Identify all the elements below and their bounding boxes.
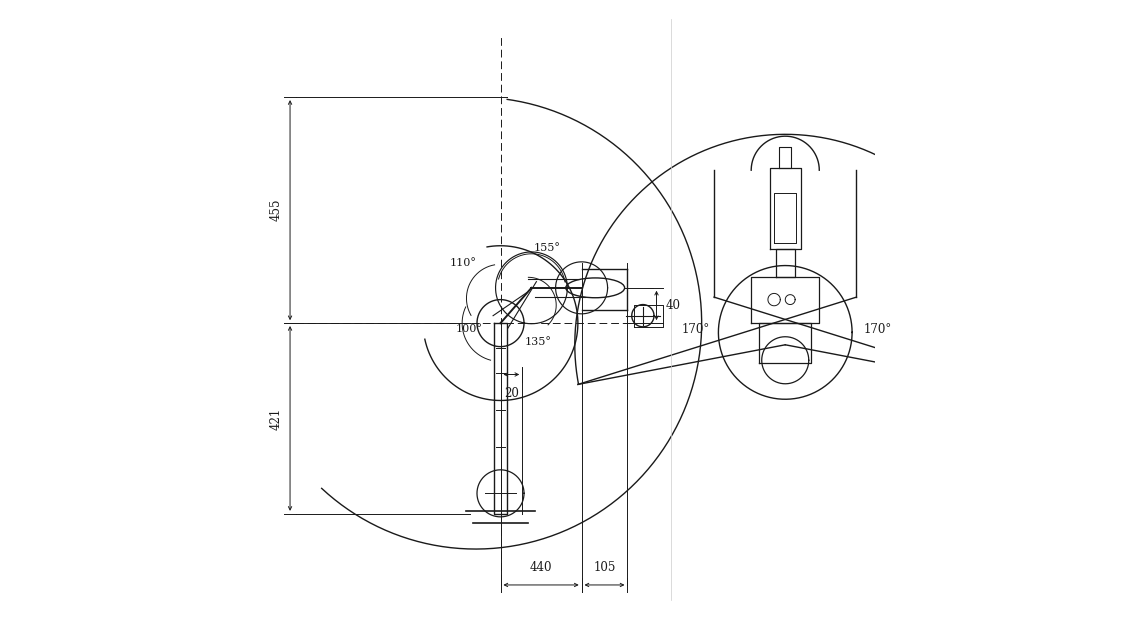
Text: 155°: 155° [534,243,560,253]
Text: 440: 440 [529,561,552,574]
Text: 455: 455 [270,199,283,222]
Text: 170°: 170° [864,322,892,336]
Text: 105: 105 [594,561,615,574]
Text: 135°: 135° [524,337,551,347]
Text: 40: 40 [666,299,681,312]
Text: 20: 20 [504,387,519,400]
Text: 100°: 100° [456,324,483,334]
Text: 421: 421 [270,407,283,430]
Text: 170°: 170° [681,322,709,336]
Text: 110°: 110° [450,258,477,268]
